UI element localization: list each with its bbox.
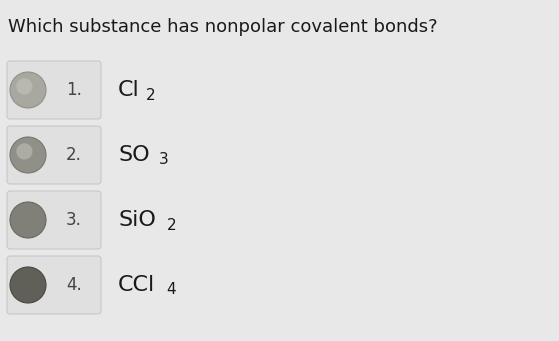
- Text: SiO: SiO: [118, 210, 156, 230]
- Text: SO: SO: [118, 145, 150, 165]
- FancyBboxPatch shape: [7, 61, 101, 119]
- Circle shape: [10, 267, 46, 303]
- Circle shape: [16, 143, 32, 160]
- Text: 4.: 4.: [67, 276, 82, 294]
- Text: 4: 4: [166, 282, 176, 297]
- FancyBboxPatch shape: [7, 191, 101, 249]
- Text: 1.: 1.: [66, 81, 82, 99]
- Text: CCl: CCl: [118, 275, 155, 295]
- Circle shape: [16, 78, 32, 94]
- Text: Which substance has nonpolar covalent bonds?: Which substance has nonpolar covalent bo…: [8, 18, 438, 36]
- Text: Cl: Cl: [118, 80, 140, 100]
- Circle shape: [10, 202, 46, 238]
- Text: 2: 2: [146, 88, 156, 103]
- Circle shape: [10, 72, 46, 108]
- FancyBboxPatch shape: [7, 256, 101, 314]
- Text: 3.: 3.: [66, 211, 82, 229]
- Circle shape: [10, 137, 46, 173]
- FancyBboxPatch shape: [7, 126, 101, 184]
- Text: 3: 3: [159, 152, 169, 167]
- Text: 2: 2: [167, 218, 177, 233]
- Text: 2.: 2.: [66, 146, 82, 164]
